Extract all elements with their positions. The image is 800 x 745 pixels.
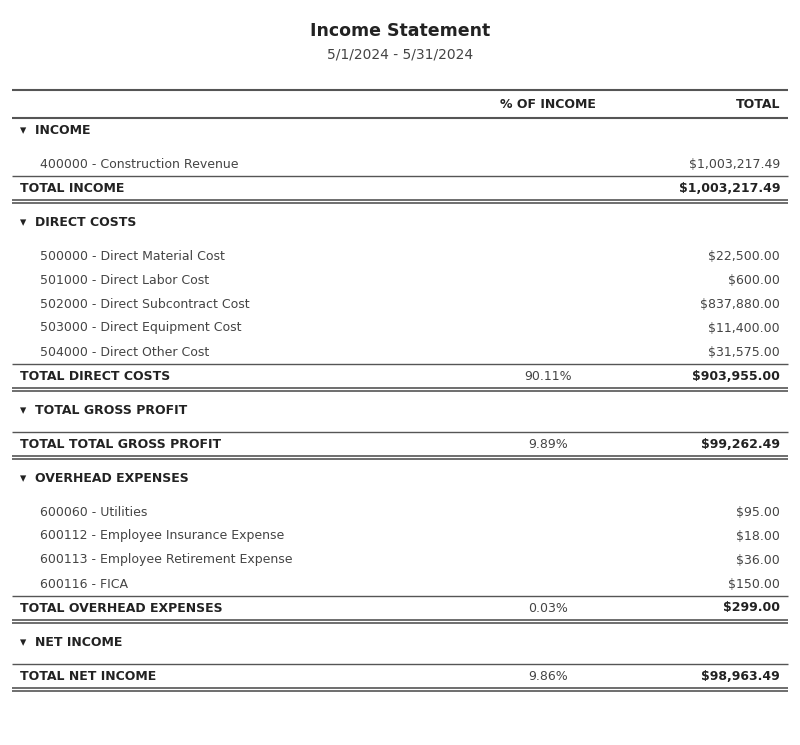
Text: $98,963.49: $98,963.49 (702, 670, 780, 682)
Text: ▾  DIRECT COSTS: ▾ DIRECT COSTS (20, 215, 136, 229)
Text: 504000 - Direct Other Cost: 504000 - Direct Other Cost (40, 346, 210, 358)
Text: TOTAL INCOME: TOTAL INCOME (20, 182, 124, 194)
Text: $1,003,217.49: $1,003,217.49 (689, 157, 780, 171)
Text: $150.00: $150.00 (728, 577, 780, 591)
Text: ▾  INCOME: ▾ INCOME (20, 124, 90, 136)
Text: $95.00: $95.00 (736, 506, 780, 519)
Text: $99,262.49: $99,262.49 (701, 437, 780, 451)
Text: ▾  TOTAL GROSS PROFIT: ▾ TOTAL GROSS PROFIT (20, 404, 187, 416)
Text: $1,003,217.49: $1,003,217.49 (678, 182, 780, 194)
Text: $36.00: $36.00 (736, 554, 780, 566)
Text: 9.86%: 9.86% (528, 670, 568, 682)
Text: 600112 - Employee Insurance Expense: 600112 - Employee Insurance Expense (40, 530, 284, 542)
Text: 0.03%: 0.03% (528, 601, 568, 615)
Text: $903,955.00: $903,955.00 (692, 370, 780, 382)
Text: 5/1/2024 - 5/31/2024: 5/1/2024 - 5/31/2024 (327, 47, 473, 61)
Text: $11,400.00: $11,400.00 (708, 322, 780, 335)
Text: 501000 - Direct Labor Cost: 501000 - Direct Labor Cost (40, 273, 209, 287)
Text: $31,575.00: $31,575.00 (708, 346, 780, 358)
Text: Income Statement: Income Statement (310, 22, 490, 40)
Text: 500000 - Direct Material Cost: 500000 - Direct Material Cost (40, 250, 225, 262)
Text: 502000 - Direct Subcontract Cost: 502000 - Direct Subcontract Cost (40, 297, 250, 311)
Text: TOTAL NET INCOME: TOTAL NET INCOME (20, 670, 156, 682)
Text: % OF INCOME: % OF INCOME (500, 98, 596, 110)
Text: $600.00: $600.00 (728, 273, 780, 287)
Text: ▾  OVERHEAD EXPENSES: ▾ OVERHEAD EXPENSES (20, 472, 189, 484)
Text: 503000 - Direct Equipment Cost: 503000 - Direct Equipment Cost (40, 322, 242, 335)
Text: ▾  NET INCOME: ▾ NET INCOME (20, 635, 122, 648)
Text: 600116 - FICA: 600116 - FICA (40, 577, 128, 591)
Text: TOTAL DIRECT COSTS: TOTAL DIRECT COSTS (20, 370, 170, 382)
Text: 9.89%: 9.89% (528, 437, 568, 451)
Text: $299.00: $299.00 (723, 601, 780, 615)
Text: TOTAL: TOTAL (735, 98, 780, 110)
Text: TOTAL OVERHEAD EXPENSES: TOTAL OVERHEAD EXPENSES (20, 601, 222, 615)
Text: 90.11%: 90.11% (524, 370, 572, 382)
Text: $18.00: $18.00 (736, 530, 780, 542)
Text: 400000 - Construction Revenue: 400000 - Construction Revenue (40, 157, 238, 171)
Text: $837,880.00: $837,880.00 (700, 297, 780, 311)
Text: 600113 - Employee Retirement Expense: 600113 - Employee Retirement Expense (40, 554, 293, 566)
Text: $22,500.00: $22,500.00 (708, 250, 780, 262)
Text: TOTAL TOTAL GROSS PROFIT: TOTAL TOTAL GROSS PROFIT (20, 437, 221, 451)
Text: 600060 - Utilities: 600060 - Utilities (40, 506, 147, 519)
